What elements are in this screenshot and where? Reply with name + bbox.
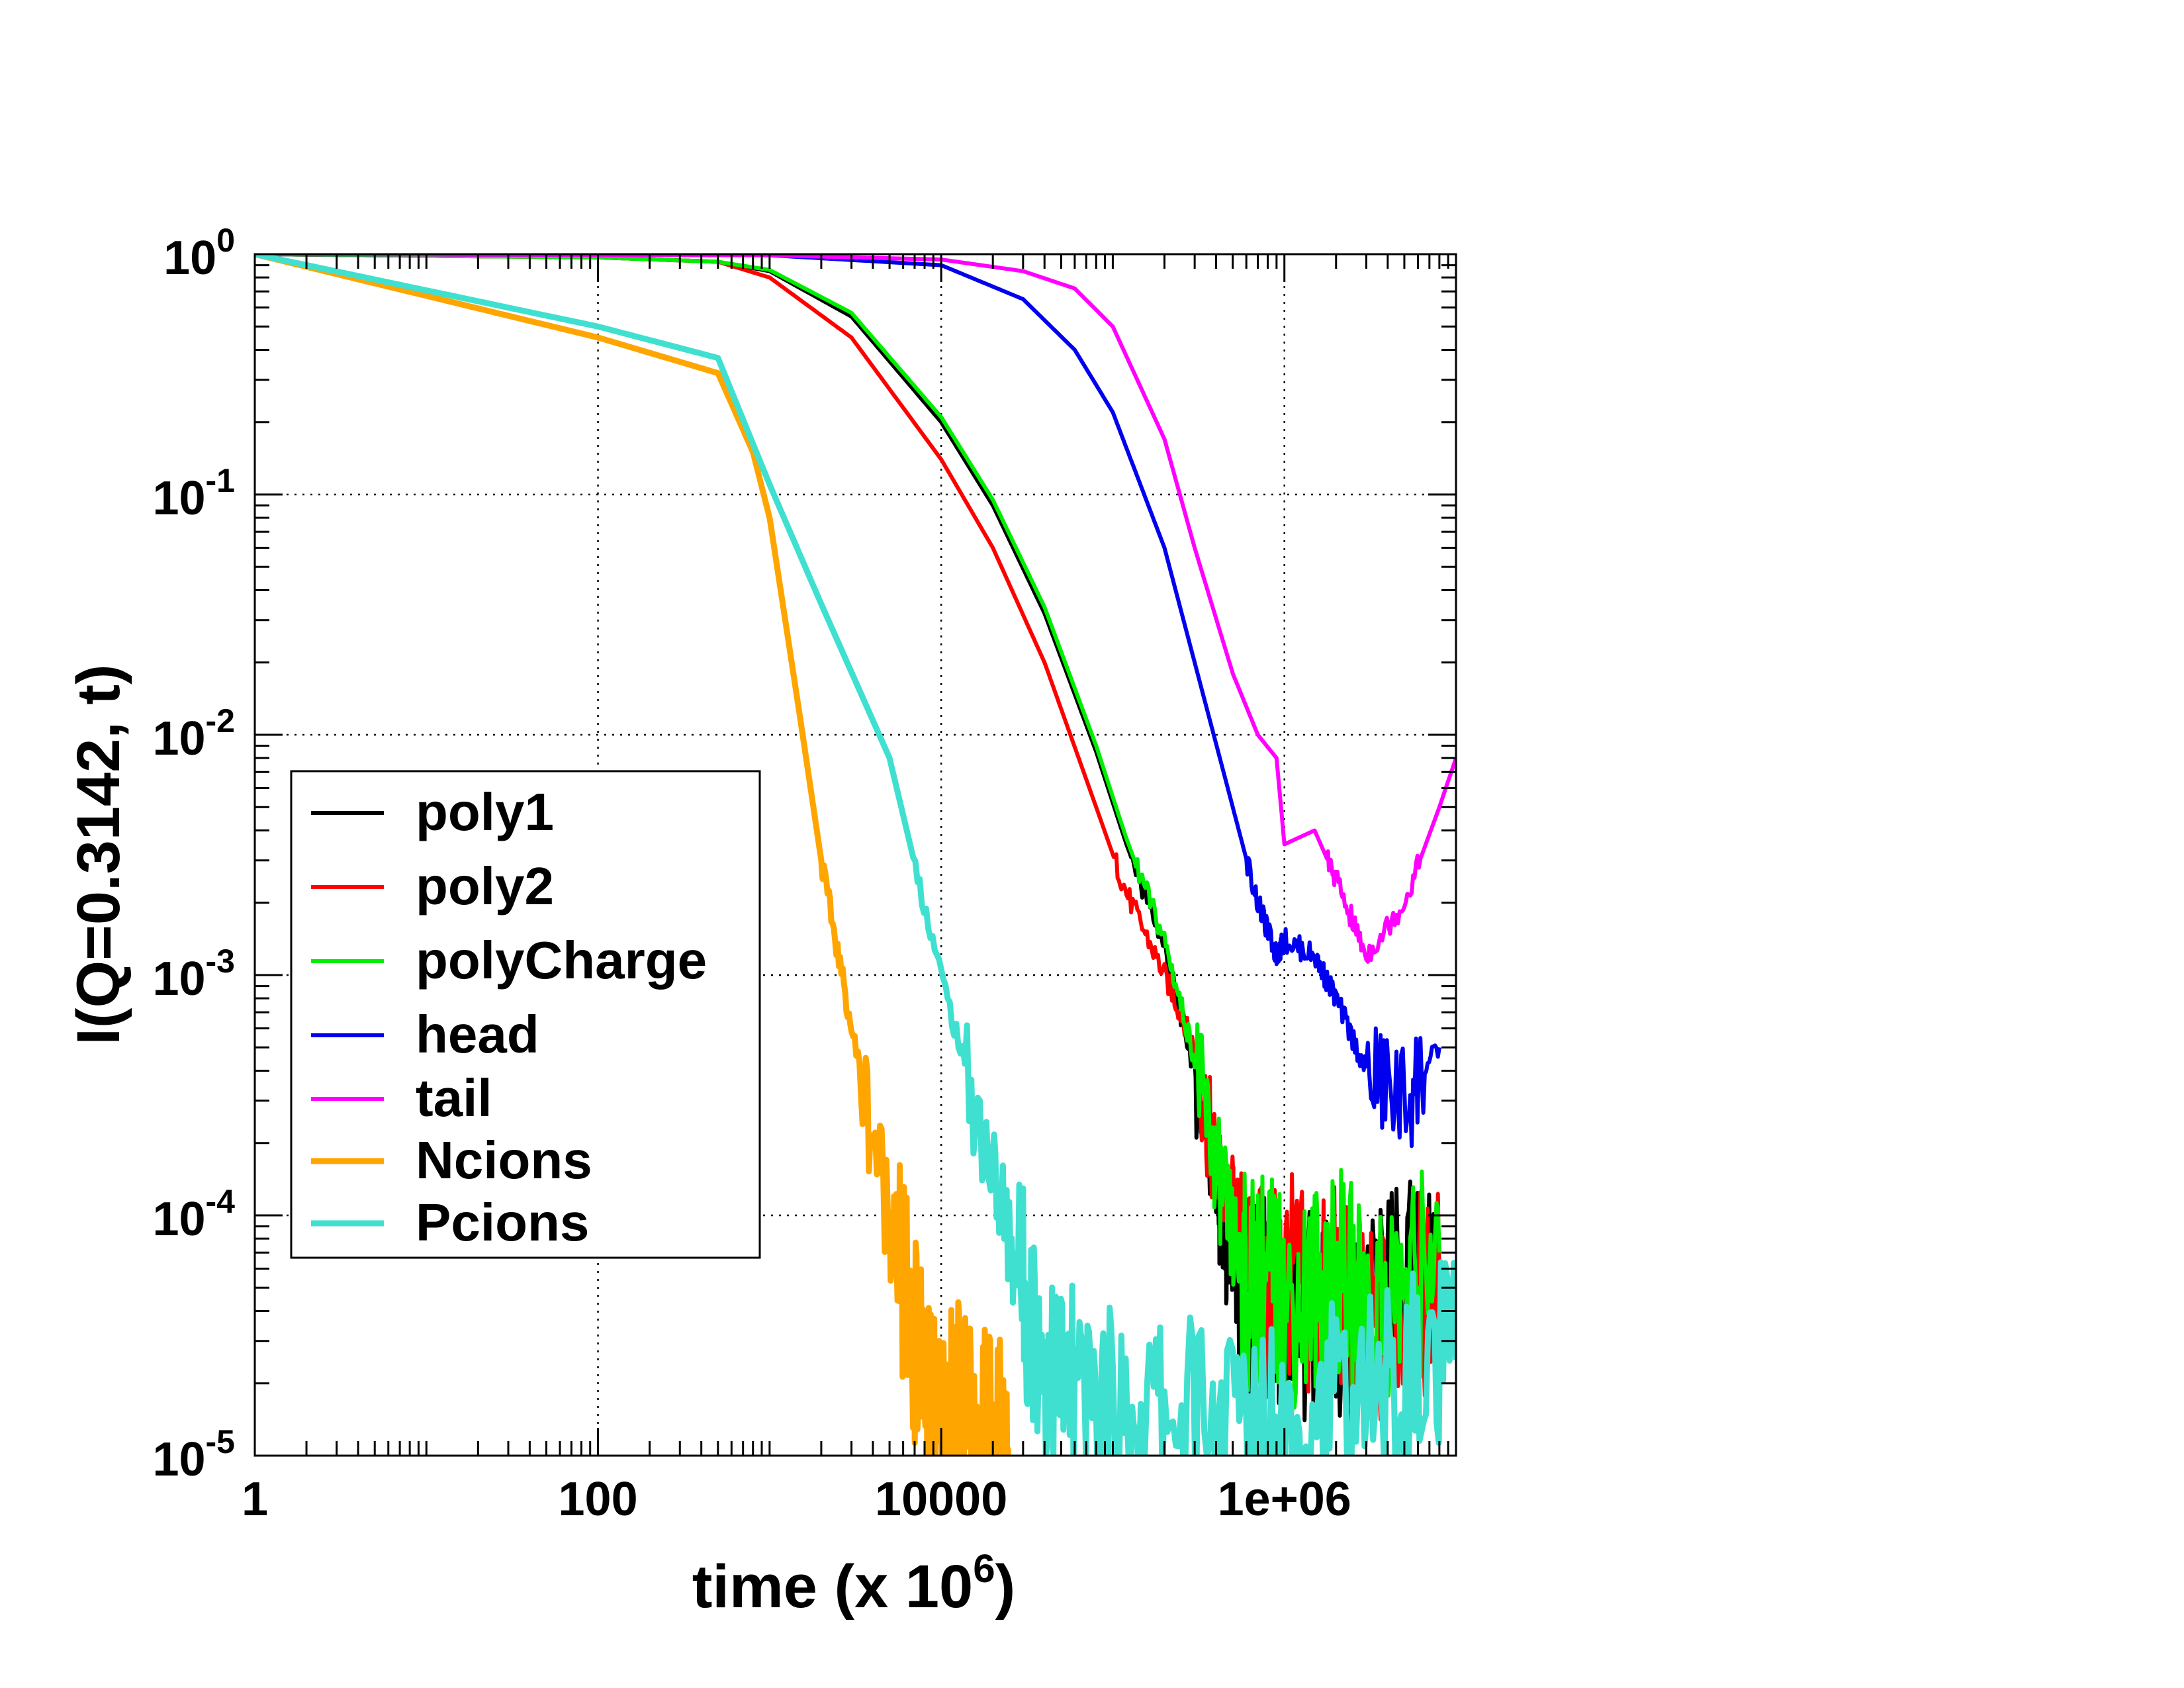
series-line-tail [255,254,1456,964]
x-axis-label: time (x 106) [692,1546,1015,1620]
y-tick-label: 100 [163,222,235,285]
x-tick-label: 1 [242,1473,268,1526]
series-line-polycharge [255,254,1441,1411]
x-tick-label: 10000 [875,1473,1007,1526]
legend-label-head: head [416,1005,539,1064]
series-layer [255,254,1456,1456]
legend-label-poly2: poly2 [416,857,554,915]
x-tick-labels: 1 100 10000 1e+06 [242,1473,1351,1526]
legend-label-tail: tail [416,1068,492,1127]
legend-label-pcions: Pcions [416,1193,589,1252]
legend-box [290,770,761,1259]
y-tick-label: 10-1 [152,462,235,525]
y-tick-label: 10-5 [152,1423,235,1486]
y-tick-label: 10-3 [152,943,235,1006]
x-tick-label: 1e+06 [1218,1473,1351,1526]
ticks [253,254,1456,1457]
plot-frame [253,253,1457,1457]
y-axis-label: I(Q=0.3142, t) [65,664,132,1045]
series-line-pcions [255,254,1456,1456]
x-tick-label: 100 [559,1473,638,1526]
y-tick-label: 10-2 [152,702,235,765]
series-line-ncions [255,254,1011,1456]
y-tick-label: 10-4 [152,1183,235,1246]
legend-label-ncions: Ncions [416,1131,592,1190]
series-line-head [255,254,1441,1149]
y-tick-labels: 100 10-1 10-2 10-3 10-4 10-5 [152,222,235,1486]
legend-label-poly1: poly1 [416,782,554,841]
legend-label-polycharge: polyCharge [416,931,707,990]
